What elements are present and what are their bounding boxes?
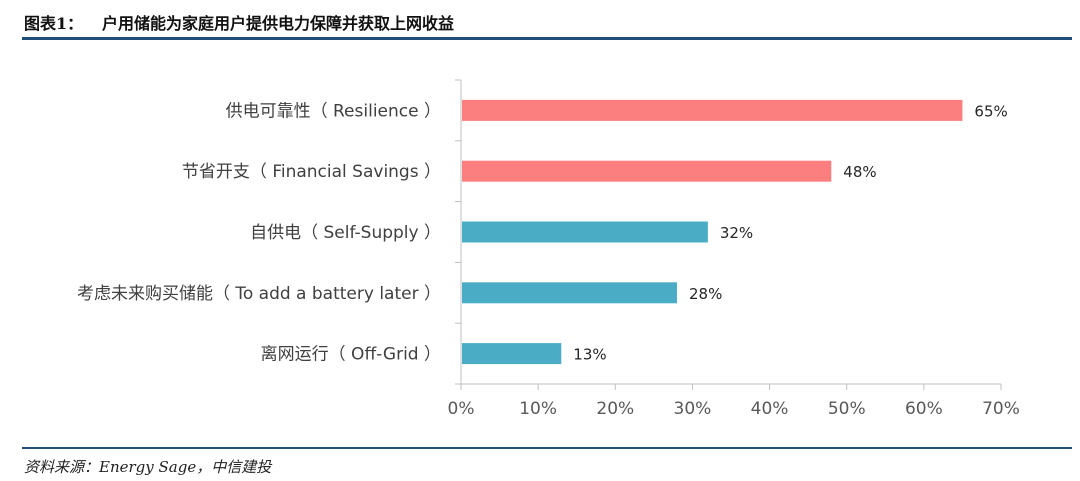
footer-rule [22,447,1072,449]
x-tick-label: 70% [982,399,1020,419]
x-tick-label: 20% [596,399,634,419]
figure-label: 图表1： [24,14,84,33]
figure-title: 户用储能为家庭用户提供电力保障并获取上网收益 [102,14,455,33]
source-note: 资料来源：Energy Sage，中信建投 [24,458,272,476]
data-label: 32% [720,224,753,242]
data-label: 28% [689,285,722,303]
bar [462,343,562,365]
bar [462,99,963,121]
bar [462,160,832,182]
bar [462,221,708,243]
x-tick-label: 30% [674,399,712,419]
data-label: 48% [843,163,876,181]
data-label: 65% [974,102,1007,120]
x-tick-label: 40% [751,399,789,419]
figure-header: 图表1： 户用储能为家庭用户提供电力保障并获取上网收益 [0,0,1080,38]
category-label: 节省开支（ Financial Savings ） [182,162,441,182]
x-tick-label: 60% [905,399,943,419]
category-label: 考虑未来购买储能（ To add a battery later ） [77,284,441,304]
chart-labels: 0% 10% 20% 30% 40% 50% 60% 70% 供电可靠性（ Resilience… [77,101,1020,419]
data-label: 13% [573,346,606,364]
chart-axes [455,79,1002,390]
x-tick-label: 0% [448,399,475,419]
category-label: 供电可靠性（ Resilience ） [226,101,441,121]
header-rule [22,37,1072,40]
chart-bars [462,99,963,365]
category-label: 离网运行（ Off-Grid ） [261,345,441,365]
x-tick-label: 10% [519,399,557,419]
x-tick-label: 50% [828,399,866,419]
category-label: 自供电（ Self-Supply ） [250,223,441,243]
bar [462,282,677,304]
